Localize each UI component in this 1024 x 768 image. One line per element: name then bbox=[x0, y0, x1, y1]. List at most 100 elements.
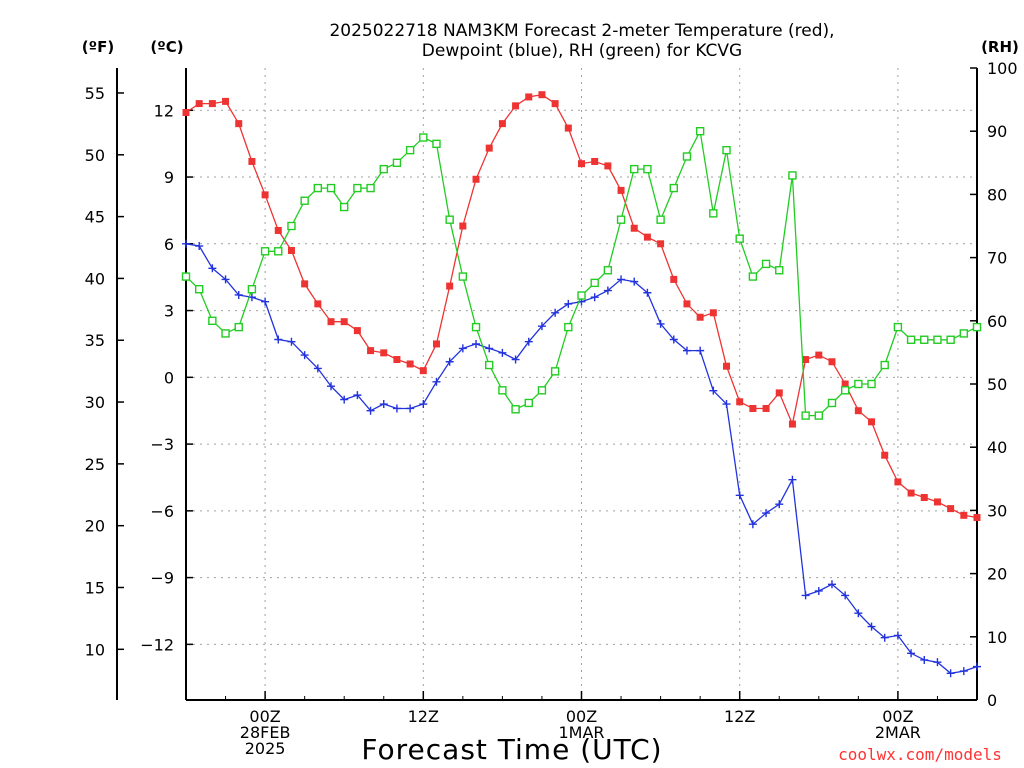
temperature-point bbox=[749, 404, 757, 412]
time-tick-label: 2025 bbox=[245, 739, 286, 758]
temperature-point bbox=[446, 282, 454, 290]
rh-point bbox=[827, 398, 837, 408]
rh-point bbox=[603, 266, 613, 275]
dewpoint-point bbox=[762, 509, 771, 518]
dewpoint-point bbox=[630, 277, 639, 286]
dewpoint-point bbox=[788, 475, 797, 484]
rh-tick-label: 80 bbox=[987, 185, 1007, 204]
temperature-point bbox=[657, 240, 665, 248]
dewpoint-point bbox=[801, 591, 810, 600]
temperature-point bbox=[894, 478, 902, 486]
dewpoint-point bbox=[735, 491, 744, 500]
fahrenheit-tick-label: 40 bbox=[85, 269, 105, 288]
rh-point bbox=[735, 234, 744, 243]
dewpoint-point bbox=[458, 344, 467, 353]
celsius-tick-label: 12 bbox=[154, 101, 174, 120]
rh-point bbox=[761, 259, 771, 269]
rh-point bbox=[234, 322, 243, 332]
temperature-point bbox=[881, 451, 889, 459]
dewpoint-point bbox=[920, 655, 929, 664]
rh-point bbox=[722, 145, 731, 155]
temperature-point bbox=[947, 505, 955, 513]
temperature-point bbox=[564, 124, 572, 132]
temperature-point bbox=[709, 309, 717, 317]
temperature-point bbox=[643, 233, 651, 241]
rh-point bbox=[379, 164, 388, 174]
dewpoint-point bbox=[537, 322, 546, 331]
rh-point bbox=[906, 335, 916, 344]
dewpoint-point bbox=[814, 586, 823, 595]
temperature-point bbox=[327, 318, 335, 326]
temperature-point bbox=[222, 97, 230, 105]
rh-point bbox=[867, 379, 876, 389]
temperature-point bbox=[723, 362, 731, 370]
rh-point bbox=[946, 335, 955, 344]
rh-point bbox=[458, 272, 468, 281]
temperature-point bbox=[868, 418, 876, 426]
temperature-point bbox=[617, 186, 625, 194]
dewpoint-point bbox=[669, 335, 678, 344]
temperature-point bbox=[960, 511, 968, 519]
dewpoint-point bbox=[827, 580, 836, 589]
rh-tick-label: 10 bbox=[987, 628, 1007, 647]
rh-point bbox=[181, 272, 191, 281]
rh-point bbox=[194, 285, 204, 294]
rh-point bbox=[340, 202, 349, 212]
rh-point bbox=[630, 164, 639, 174]
dewpoint-point bbox=[353, 391, 362, 400]
dewpoint-point bbox=[946, 669, 955, 678]
temperature-point bbox=[841, 380, 849, 388]
dewpoint-point bbox=[261, 297, 270, 306]
rh-point bbox=[590, 278, 599, 288]
temperature-point bbox=[380, 349, 388, 357]
temperature-point bbox=[683, 300, 691, 308]
temperature-point bbox=[235, 120, 243, 128]
fahrenheit-tick-label: 55 bbox=[85, 84, 105, 103]
temperature-point bbox=[274, 226, 282, 234]
temperature-point bbox=[696, 313, 704, 321]
dewpoint-point bbox=[841, 591, 850, 600]
time-tick-label: 00Z bbox=[882, 707, 913, 726]
dewpoint-point bbox=[485, 344, 494, 353]
temperature-point bbox=[591, 157, 599, 165]
dewpoint-point bbox=[327, 382, 336, 391]
temperature-point bbox=[630, 224, 638, 232]
rh-point bbox=[893, 322, 903, 332]
dewpoint-point bbox=[933, 658, 942, 667]
rh-tick-label: 50 bbox=[987, 375, 1007, 394]
dewpoint-point bbox=[748, 520, 757, 529]
celsius-tick-label: −9 bbox=[150, 569, 174, 588]
dewpoint-point bbox=[392, 404, 401, 413]
fahrenheit-tick-label: 25 bbox=[85, 455, 105, 474]
dewpoint-point bbox=[682, 346, 691, 355]
dewpoint-point bbox=[907, 649, 916, 658]
dewpoint-point bbox=[709, 386, 718, 395]
temperature-point bbox=[485, 144, 493, 152]
dewpoint-point bbox=[656, 319, 665, 328]
rh-point bbox=[208, 316, 217, 325]
dewpoint-point bbox=[340, 395, 349, 404]
rh-point bbox=[511, 405, 520, 414]
temperature-point bbox=[762, 404, 770, 412]
rh-tick-label: 30 bbox=[987, 501, 1007, 520]
time-tick-label: 1MAR bbox=[558, 723, 604, 742]
rh-tick-label: 90 bbox=[987, 122, 1007, 141]
data-series bbox=[181, 91, 982, 678]
rh-tick-label: 0 bbox=[987, 691, 997, 710]
fahrenheit-tick-label: 15 bbox=[85, 578, 105, 597]
dewpoint-point bbox=[221, 275, 230, 284]
dewpoint-point bbox=[472, 339, 481, 348]
rh-point bbox=[366, 183, 375, 193]
series-temperature bbox=[182, 91, 981, 522]
rh-point bbox=[498, 386, 507, 395]
temperature-point bbox=[604, 162, 612, 170]
temperature-point bbox=[802, 356, 810, 364]
rh-point bbox=[550, 367, 560, 376]
series-dewpoint bbox=[182, 239, 981, 678]
rh-tick-label: 70 bbox=[987, 249, 1007, 268]
time-tick-label: 00Z bbox=[566, 707, 597, 726]
rh-point bbox=[471, 322, 481, 332]
dewpoint-point bbox=[208, 264, 217, 273]
dewpoint-point bbox=[182, 239, 190, 248]
celsius-tick-label: −3 bbox=[150, 435, 174, 454]
